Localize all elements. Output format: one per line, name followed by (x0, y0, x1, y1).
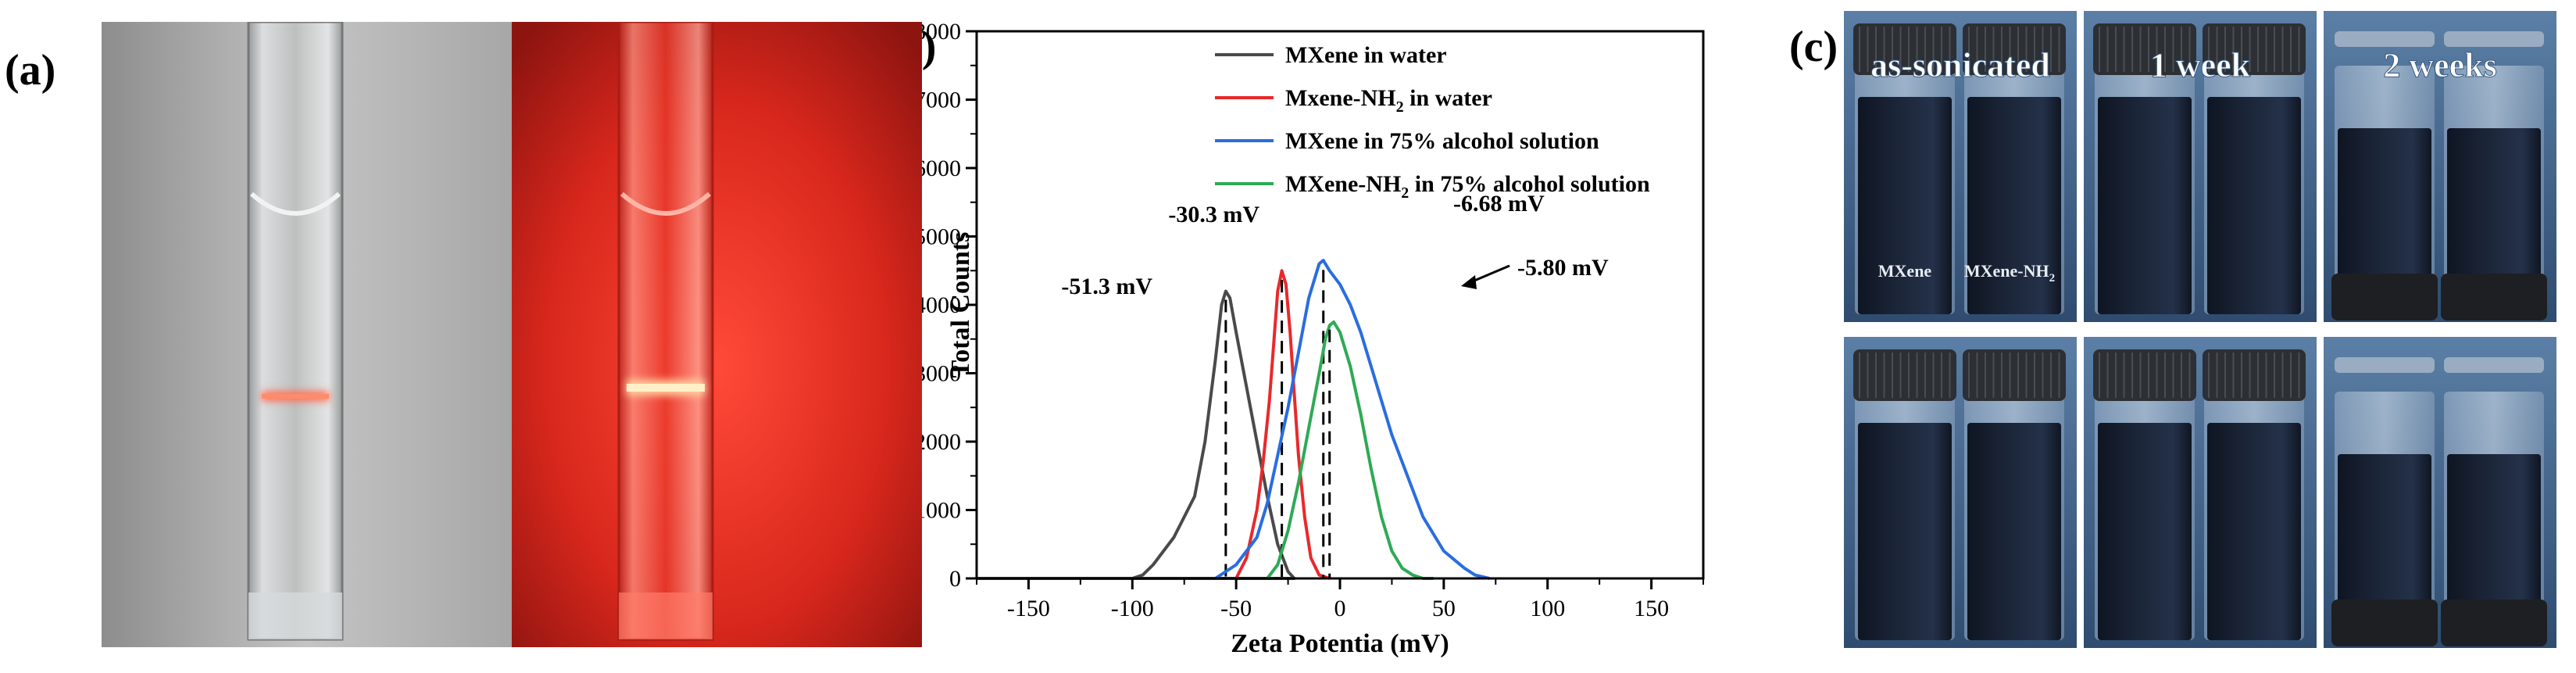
legend-entry-2: MXene in 75% alcohol solution (1285, 128, 1599, 154)
x-tick-label-6: 150 (1634, 596, 1669, 621)
vial-label-mxene: MXene (1878, 261, 1932, 281)
series-line-0 (977, 289, 1296, 580)
x-tick-label-0: -150 (1007, 596, 1050, 621)
vial-rim (2335, 357, 2435, 373)
vial-stand (2331, 274, 2438, 320)
annotation-arrowhead (1461, 275, 1477, 289)
vial-rim (2444, 31, 2544, 47)
x-tick-label-4: 50 (1432, 596, 1456, 621)
y-tick-label-3: 3000 (922, 361, 961, 387)
y-tick-label-0: 0 (949, 566, 961, 592)
vial-dispersion (2338, 128, 2431, 299)
x-tick-label-3: 0 (1334, 596, 1346, 621)
vial-dispersion (2447, 454, 2541, 625)
time-label-2: 2 weeks (2383, 46, 2496, 84)
vial-rim (2335, 31, 2435, 47)
legend-entry-3: MXene-NH2 in 75% alcohol solution (1285, 171, 1650, 202)
panel-label-a: (a) (5, 46, 56, 95)
x-tick-label-5: 100 (1530, 596, 1565, 621)
vial-dispersion (2338, 454, 2431, 625)
vial-cap (1853, 349, 1956, 401)
peak-label-3: -5.80 mV (1517, 255, 1609, 281)
y-axis-label: Total Counts (946, 232, 975, 378)
y-tick-label-8: 8000 (922, 19, 961, 45)
vial-dispersion (1967, 97, 2061, 314)
vial-cap (2203, 23, 2306, 75)
x-axis-label: Zeta Potentia (mV) (1231, 629, 1449, 658)
vial-dispersion (1967, 423, 2061, 640)
vial-stand (2331, 600, 2438, 646)
cuvette-right (617, 20, 714, 641)
series-line-2 (1214, 259, 1490, 580)
peak-label-0: -51.3 mV (1061, 274, 1152, 299)
peak-label-2: -6.68 mV (1453, 191, 1545, 217)
chart-svg: -150 -100 -50 0 50 100 150 0 1000 2000 3000 4000 500… (914, 19, 1705, 658)
y-tick-label-6: 6000 (922, 156, 961, 181)
time-label-1: 1 week (2150, 46, 2251, 84)
x-tick-label-1: -100 (1111, 596, 1154, 621)
cuvette-left (247, 20, 344, 641)
vial-dispersion (2447, 128, 2541, 299)
tyndall-photo (102, 20, 922, 647)
plot-frame (975, 30, 1705, 580)
vial-cap (1963, 349, 2066, 401)
vial-cap (1853, 23, 1956, 75)
vial-dispersion (2207, 97, 2301, 314)
vial-stand (2441, 600, 2547, 646)
y-tick-label-7: 7000 (922, 88, 961, 113)
legend-entry-0: MXene in water (1285, 42, 1447, 68)
legend-entry-1: Mxene-NH2 in water (1285, 85, 1492, 116)
red-background (512, 22, 922, 647)
vial-cap (2093, 23, 2196, 75)
vial-cap (1963, 23, 2066, 75)
zeta-potential-chart: -150 -100 -50 0 50 100 150 0 1000 2000 3000 4000 500… (914, 0, 1727, 669)
vial-cap (2203, 349, 2306, 401)
vial-cap (2093, 349, 2196, 401)
vial-stand (2441, 274, 2547, 320)
vial-dispersion (2098, 97, 2192, 314)
y-tick-label-4: 4000 (922, 292, 961, 318)
series-line-1 (1234, 269, 1331, 580)
vial-dispersion (2207, 423, 2301, 640)
series-line-3 (1266, 320, 1434, 580)
vial-dispersion (2098, 423, 2192, 640)
y-tick-label-2: 2000 (922, 429, 961, 455)
vial-svg: as-sonicated 1 week 2 weeks MXene MXene-NH2 (1844, 11, 2556, 648)
vial-dispersion (1858, 97, 1952, 314)
y-tick-label-1: 1000 (922, 498, 961, 524)
vial-dispersion (1858, 423, 1952, 640)
panel-label-c: (c) (1789, 23, 1838, 71)
vial-label-mxene-nh2: MXene-NH2 (1964, 261, 2055, 285)
vial-photo-grid: as-sonicated 1 week 2 weeks MXene MXene-NH2 (1844, 11, 2563, 649)
peak-label-1: -30.3 mV (1168, 202, 1259, 227)
x-tick-label-2: -50 (1220, 596, 1252, 621)
vial-rim (2444, 357, 2544, 373)
time-label-0: as-sonicated (1870, 46, 2050, 84)
